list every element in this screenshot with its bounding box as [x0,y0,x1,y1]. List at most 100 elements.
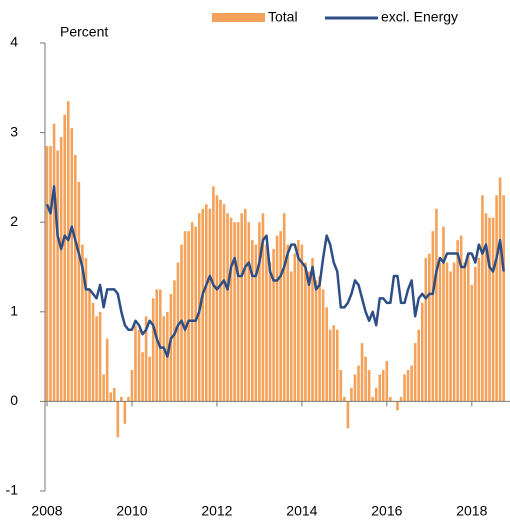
bar [396,401,399,411]
bar [148,356,151,402]
bar [282,213,286,402]
bar [251,240,254,402]
bar [406,370,410,402]
legend-label: excl. Energy [381,9,458,25]
bar [403,374,406,402]
bar [49,146,52,402]
bar [410,365,413,402]
bar [307,271,311,402]
bar [314,280,318,402]
bar [137,329,141,402]
bar [293,253,297,402]
bar [488,217,491,402]
bar [491,217,495,402]
bar [360,343,364,402]
bar [357,365,360,402]
bar [272,249,275,402]
bar [367,370,371,402]
bar [88,289,91,402]
line [45,185,505,358]
bar [420,302,424,402]
bar [229,217,233,402]
bar [109,392,113,402]
bar [247,222,251,402]
legend-swatch [212,13,265,22]
bar [169,293,173,402]
bar [463,262,467,402]
bar [484,213,488,402]
bar [477,258,481,402]
bar [123,401,127,424]
bar [502,195,505,402]
bar [389,396,392,402]
bar [162,316,166,402]
y-axis-label: Percent [60,24,108,40]
legend-label: Total [268,9,298,25]
y-tick-label: 1 [10,303,18,319]
bar [95,316,98,402]
bar [258,222,261,402]
bar [424,258,428,402]
bar [81,244,84,402]
bar [144,316,148,402]
bar [300,244,304,402]
bar [176,262,180,402]
bar [417,329,420,402]
bar [304,262,307,402]
bar [116,401,120,438]
bar [435,208,438,402]
bar [325,307,328,402]
bar [63,114,66,402]
bar [399,396,403,402]
bar [371,396,374,402]
bar [456,240,459,402]
bar [343,396,346,402]
bar [254,244,258,402]
bar [155,289,159,402]
bar [236,222,240,402]
y-tick-label: 2 [10,213,18,229]
bar [374,387,378,402]
bar [134,325,137,402]
y-tick-label: -1 [6,482,19,498]
bar [127,396,130,402]
bar [102,374,105,402]
bar [275,235,279,402]
bar [105,338,109,402]
bar [495,195,498,402]
bar [428,253,431,402]
x-tick-label: 2014 [286,503,317,519]
bar [130,370,134,402]
bar [74,155,77,402]
bar [201,208,205,402]
bar [70,128,74,402]
bar [364,356,367,402]
bar [66,101,70,402]
bar [332,325,336,402]
bar [438,262,442,402]
bar [91,302,95,402]
bar [59,137,63,402]
bar [268,262,272,402]
bar [222,204,226,402]
bar [219,199,222,402]
bar [279,231,282,402]
bar [339,370,343,402]
bar [187,231,190,402]
bar [141,352,144,402]
bar [240,213,243,402]
bar [265,244,268,402]
bar [151,298,155,402]
y-tick-label: 0 [10,392,18,408]
bar [208,208,212,402]
bar [311,258,314,402]
bar [215,195,219,402]
bar [297,240,300,402]
bar [84,258,88,402]
bar [466,253,470,402]
bar [382,370,385,402]
bar [481,195,484,402]
bar [190,222,194,402]
bar [289,271,293,402]
bar [56,150,59,402]
